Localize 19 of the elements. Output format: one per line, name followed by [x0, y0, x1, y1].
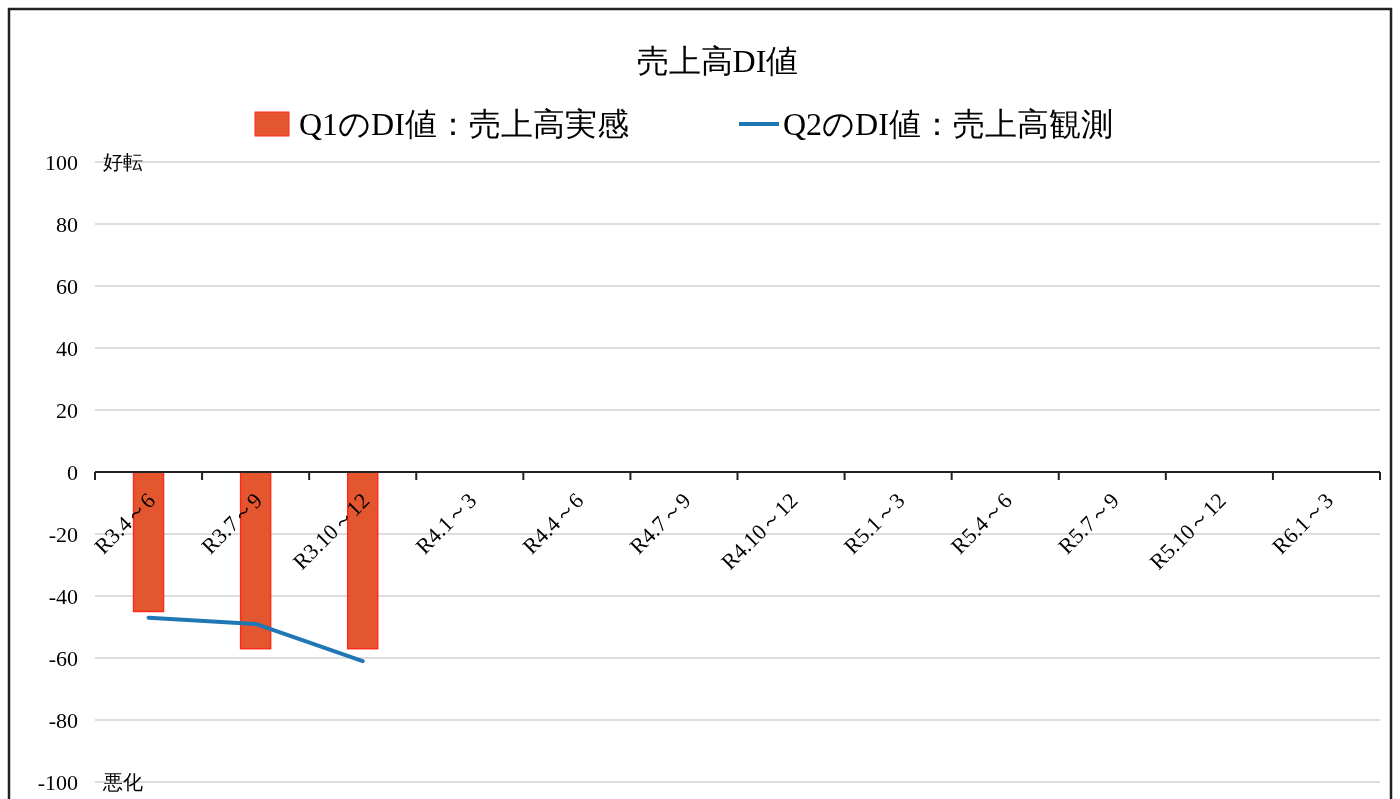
x-tick-label: R5.1～3	[838, 487, 910, 559]
annotation: 悪化	[102, 770, 143, 794]
y-tick-label: 80	[56, 211, 78, 237]
y-tick-label: -80	[48, 707, 78, 733]
y-tick-label: -60	[48, 645, 78, 671]
y-tick-label: 20	[56, 397, 78, 423]
y-tick-label: -100	[37, 769, 78, 795]
y-tick-label: -20	[48, 521, 78, 547]
y-tick-label: 0	[67, 459, 78, 485]
x-tick-label: R6.1～3	[1267, 487, 1338, 559]
x-tick-label: R4.1～3	[410, 487, 482, 559]
legend-label: Q2のDI値：売上高観測	[783, 106, 1113, 142]
y-tick-label: 60	[56, 273, 78, 299]
legend-label: Q1のDI値：売上高実感	[299, 106, 629, 142]
y-tick-label: 40	[56, 335, 78, 361]
annotation: 好転	[103, 150, 143, 174]
y-tick-label: 100	[45, 149, 78, 175]
chart-title: 売上高DI値	[636, 43, 799, 79]
y-tick-label: -40	[48, 583, 78, 609]
